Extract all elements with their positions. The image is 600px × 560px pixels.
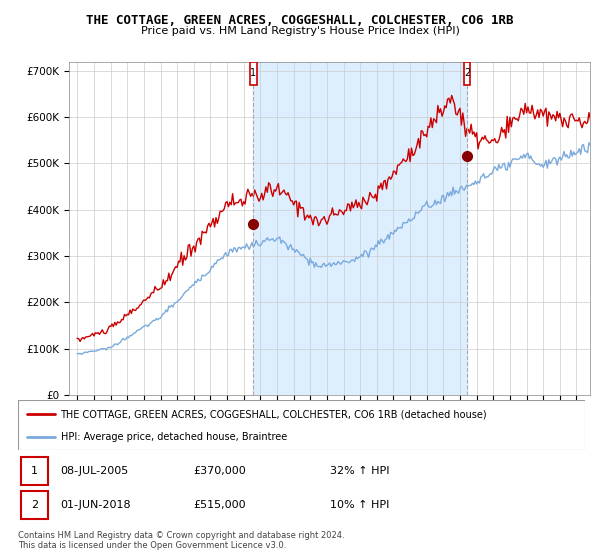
FancyBboxPatch shape — [21, 492, 48, 519]
Text: THE COTTAGE, GREEN ACRES, COGGESHALL, COLCHESTER, CO6 1RB (detached house): THE COTTAGE, GREEN ACRES, COGGESHALL, CO… — [61, 409, 487, 419]
FancyBboxPatch shape — [250, 62, 257, 85]
Text: 32% ↑ HPI: 32% ↑ HPI — [330, 466, 389, 476]
Text: Price paid vs. HM Land Registry's House Price Index (HPI): Price paid vs. HM Land Registry's House … — [140, 26, 460, 36]
FancyBboxPatch shape — [464, 62, 470, 85]
Text: 1: 1 — [250, 68, 256, 78]
Text: 2: 2 — [464, 68, 470, 78]
Text: £370,000: £370,000 — [194, 466, 247, 476]
Text: 10% ↑ HPI: 10% ↑ HPI — [330, 500, 389, 510]
FancyBboxPatch shape — [18, 400, 585, 450]
Text: HPI: Average price, detached house, Braintree: HPI: Average price, detached house, Brai… — [61, 432, 287, 442]
Text: 01-JUN-2018: 01-JUN-2018 — [61, 500, 131, 510]
Text: 1: 1 — [31, 466, 38, 476]
Text: 2: 2 — [31, 500, 38, 510]
FancyBboxPatch shape — [21, 458, 48, 484]
Text: £515,000: £515,000 — [194, 500, 247, 510]
Text: THE COTTAGE, GREEN ACRES, COGGESHALL, COLCHESTER, CO6 1RB: THE COTTAGE, GREEN ACRES, COGGESHALL, CO… — [86, 14, 514, 27]
Text: Contains HM Land Registry data © Crown copyright and database right 2024.
This d: Contains HM Land Registry data © Crown c… — [18, 531, 344, 550]
Bar — [253, 62, 467, 395]
Text: 08-JUL-2005: 08-JUL-2005 — [61, 466, 129, 476]
